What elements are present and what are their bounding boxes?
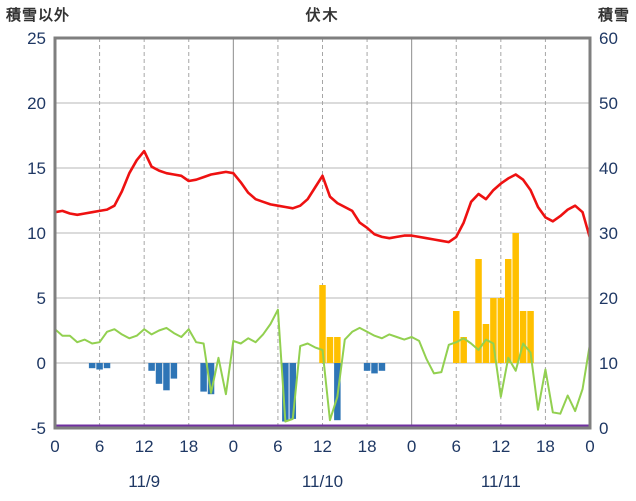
x-axis-tick-label: 0	[229, 437, 238, 456]
x-axis-tick-label: 6	[95, 437, 104, 456]
left-axis-title: 積雪以外	[6, 7, 71, 24]
right-axis-tick-label: 50	[599, 94, 618, 113]
x-axis-tick-label: 0	[407, 437, 416, 456]
orange-bars	[319, 233, 534, 363]
plot-border	[53, 36, 592, 430]
x-axis-tick-label: 6	[273, 437, 282, 456]
left-axis-tick-label: 25	[27, 29, 46, 48]
left-axis-tick-label: 0	[37, 354, 46, 373]
x-axis-tick-label: 18	[179, 437, 198, 456]
right-axis-tick-label: 10	[599, 354, 618, 373]
left-axis-tick-label: 15	[27, 159, 46, 178]
right-axis-tick-label: 60	[599, 29, 618, 48]
date-label: 11/9	[128, 472, 160, 491]
x-axis-tick-label: 12	[313, 437, 332, 456]
right-axis-tick-label: 0	[599, 419, 608, 438]
x-axis-tick-label: 12	[135, 437, 154, 456]
x-axis-tick-label: 6	[452, 437, 461, 456]
right-axis-tick-label: 30	[599, 224, 618, 243]
chart-title: 伏木	[305, 7, 340, 24]
right-axis-tick-label: 20	[599, 289, 618, 308]
green-line	[55, 308, 590, 423]
left-axis-tick-label: 10	[27, 224, 46, 243]
x-axis-tick-label: 18	[358, 437, 377, 456]
left-axis-tick-label: -5	[31, 419, 46, 438]
right-axis-title: 積雪	[597, 7, 630, 24]
x-axis-tick-label: 0	[50, 437, 59, 456]
x-axis-tick-label: 0	[585, 437, 594, 456]
x-axis-tick-label: 18	[536, 437, 555, 456]
date-label: 11/11	[481, 472, 521, 491]
date-label: 11/10	[302, 472, 343, 491]
left-axis-tick-label: 20	[27, 94, 46, 113]
right-axis-tick-label: 40	[599, 159, 618, 178]
x-axis-tick-label: 12	[491, 437, 510, 456]
temperature-line	[55, 149, 590, 244]
left-axis-tick-label: 5	[37, 289, 46, 308]
